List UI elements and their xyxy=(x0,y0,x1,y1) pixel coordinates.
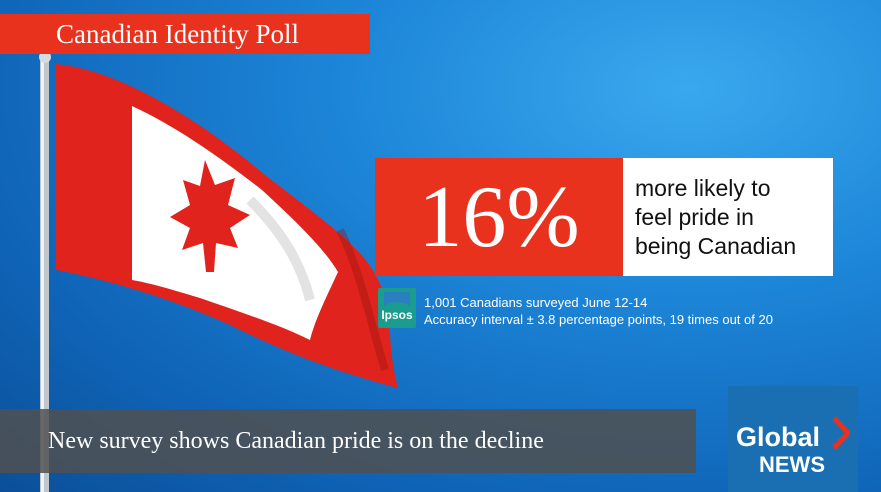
logo-word-global: Global xyxy=(736,422,821,452)
stat-line-3: being Canadian xyxy=(635,232,797,259)
ipsos-logo-text: Ipsos xyxy=(381,308,413,322)
stat-value: 16% xyxy=(375,158,623,276)
headline-text: New survey shows Canadian pride is on th… xyxy=(48,427,544,454)
headline-lower-third: New survey shows Canadian pride is on th… xyxy=(0,409,696,473)
survey-accuracy: Accuracy interval ± 3.8 percentage point… xyxy=(424,312,773,327)
stat-line-1: more likely to xyxy=(635,174,771,201)
survey-sample: 1,001 Canadians surveyed June 12-14 xyxy=(424,295,648,310)
stat-description: more likely to feel pride in being Canad… xyxy=(623,158,833,276)
global-news-logo: Global NEWS xyxy=(728,386,858,492)
logo-chevron-icon xyxy=(832,416,850,450)
ipsos-logo-icon xyxy=(378,288,416,328)
stat-line-2: feel pride in xyxy=(635,203,754,230)
poll-title-banner: Canadian Identity Poll xyxy=(0,14,370,54)
survey-source: 1,001 Canadians surveyed June 12-14 Accu… xyxy=(424,294,773,328)
statistic-card: 16% more likely to feel pride in being C… xyxy=(375,158,833,276)
poll-title: Canadian Identity Poll xyxy=(56,18,299,49)
logo-word-news: NEWS xyxy=(759,452,825,477)
